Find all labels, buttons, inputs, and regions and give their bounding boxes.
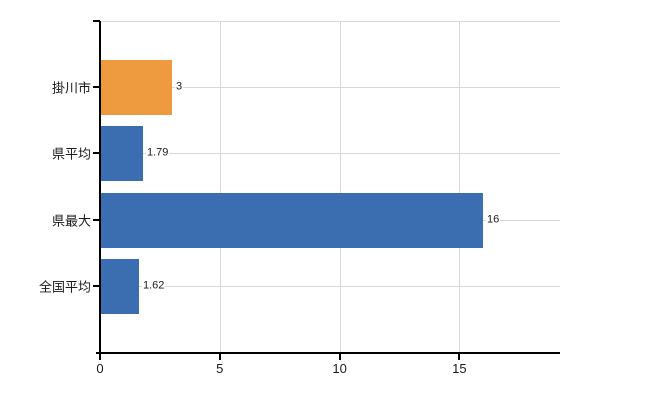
y-axis-tick — [93, 86, 100, 88]
gridline-top — [100, 21, 560, 22]
gridline-vertical — [219, 21, 221, 352]
x-axis-tick — [458, 354, 461, 360]
x-axis-tick — [218, 354, 221, 360]
bar-3 — [100, 193, 483, 248]
bar-value-label: 16 — [486, 213, 501, 227]
gridline-vertical — [339, 21, 341, 352]
gridline-horizontal — [100, 87, 560, 88]
bar-2 — [100, 126, 143, 181]
y-axis-line — [99, 21, 101, 352]
x-axis-tick-label: 0 — [96, 361, 104, 376]
x-axis-tick-label: 5 — [216, 361, 224, 376]
category-label: 県最大 — [51, 213, 91, 229]
bar-4 — [100, 259, 139, 314]
gridline-vertical — [459, 21, 461, 352]
bar-value-label: 1.79 — [146, 146, 170, 160]
gridline-horizontal — [100, 153, 560, 154]
category-label: 全国平均 — [38, 279, 91, 295]
x-axis-tick — [338, 354, 341, 360]
category-label: 掛川市 — [51, 80, 91, 96]
category-label: 県平均 — [51, 146, 91, 162]
x-axis-line — [96, 352, 560, 354]
bar-value-label: 1.62 — [142, 279, 166, 293]
bar-1 — [100, 60, 172, 115]
x-axis-tick — [99, 354, 101, 360]
y-axis-tick — [93, 285, 100, 287]
gridline-horizontal — [100, 286, 560, 287]
x-axis-tick-label: 15 — [452, 361, 467, 376]
y-axis-tick — [93, 20, 100, 22]
y-axis-tick — [93, 152, 100, 154]
x-axis-tick-label: 10 — [332, 361, 347, 376]
y-axis-tick — [93, 219, 100, 221]
bar-value-label: 3 — [175, 80, 184, 94]
